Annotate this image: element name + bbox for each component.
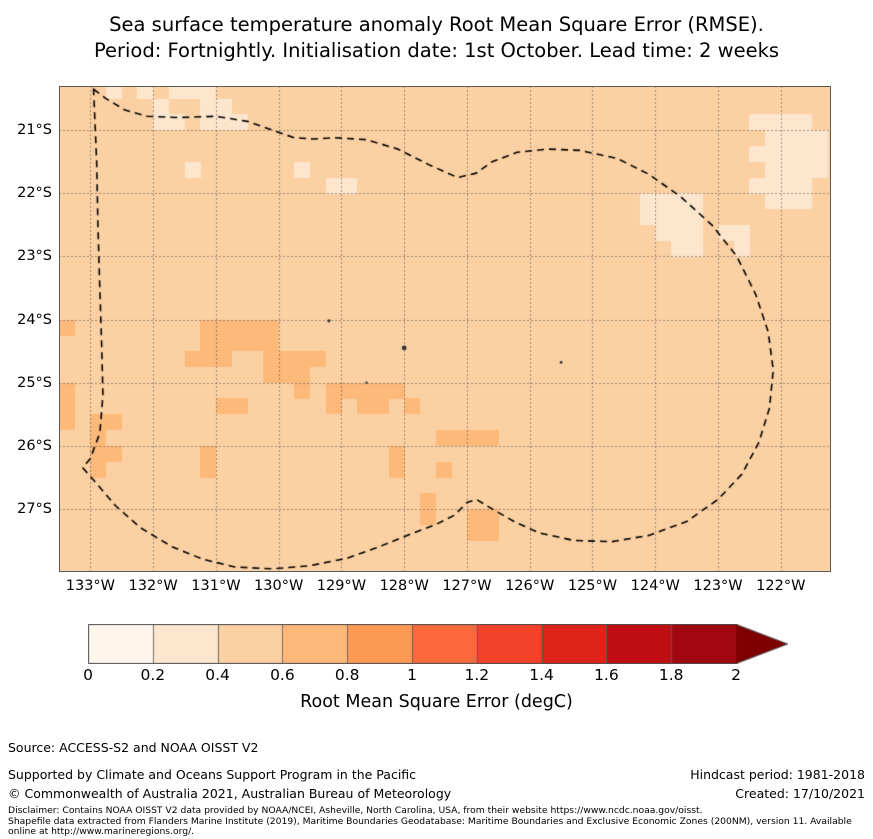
colorbar-tick-label: 0.4 <box>205 666 230 684</box>
latitude-tick-label: 21°S <box>17 122 52 139</box>
footer-hindcast-period: Hindcast period: 1981-2018 <box>690 767 865 782</box>
latitude-tick-label: 25°S <box>17 374 52 391</box>
footer-copyright-text: © Commonwealth of Australia 2021, Austra… <box>8 786 452 801</box>
disclaimer-line-3: online at http://www.marineregions.org/. <box>8 826 195 838</box>
colorbar-gradient <box>88 624 788 664</box>
colorbar: 0 0.2 0.4 0.6 0.8 1 1.2 1.4 1.6 1.8 2 Root Mean Sq… <box>0 620 873 720</box>
page-title: Sea surface temperature anomaly Root Mea… <box>0 12 873 64</box>
colorbar-tick-label: 2 <box>731 666 741 684</box>
latitude-tick-label: 22°S <box>17 185 52 202</box>
colorbar-tick-label: 0.2 <box>140 666 166 684</box>
longitude-tick-label: 128°W <box>379 578 429 594</box>
map-plot-area <box>59 86 831 572</box>
longitude-tick-label: 123°W <box>693 578 743 594</box>
footer-support-block: Supported by Climate and Oceans Support … <box>8 765 451 803</box>
colorbar-tick-label: 1.4 <box>529 666 554 684</box>
colorbar-tick-labels: 0 0.2 0.4 0.6 0.8 1 1.2 1.4 1.6 1.8 2 <box>0 666 873 688</box>
footer-right-block: Hindcast period: 1981-2018 Created: 17/1… <box>690 765 865 803</box>
longitude-tick-label: 131°W <box>191 578 241 594</box>
longitude-tick-label: 126°W <box>505 578 555 594</box>
longitude-tick-label: 122°W <box>756 578 806 594</box>
longitude-tick-label: 124°W <box>630 578 680 594</box>
colorbar-tick-label: 0 <box>83 666 93 684</box>
longitude-tick-label: 129°W <box>316 578 367 594</box>
longitude-tick-label: 132°W <box>128 578 178 594</box>
longitude-tick-label: 130°W <box>254 578 304 594</box>
latitude-tick-label: 23°S <box>17 248 52 265</box>
latitude-tick-label: 27°S <box>17 500 52 517</box>
title-line-2: Period: Fortnightly. Initialisation date… <box>93 39 780 62</box>
footer-support-text: Supported by Climate and Oceans Support … <box>8 767 417 782</box>
footer-created-date: Created: 17/10/2021 <box>735 786 865 801</box>
latitude-tick-label: 24°S <box>17 311 52 328</box>
longitude-tick-label: 133°W <box>65 578 116 594</box>
footer-disclaimer: Disclaimer: Contains NOAA OISST V2 data … <box>8 805 868 838</box>
colorbar-tick-label: 1.6 <box>594 666 619 684</box>
title-line-1: Sea surface temperature anomaly Root Mea… <box>109 13 764 36</box>
colorbar-tick-label: 1 <box>407 666 417 684</box>
footer-source-text: Source: ACCESS-S2 and NOAA OISST V2 <box>8 740 259 755</box>
colorbar-tick-label: 1.2 <box>464 666 490 684</box>
longitude-axis: 133°W 132°W 131°W 130°W 129°W 128°W 127°W 126°W… <box>0 578 873 600</box>
colorbar-tick-label: 0.6 <box>270 666 295 684</box>
latitude-tick-label: 26°S <box>17 437 52 454</box>
colorbar-axis-label: Root Mean Square Error (degC) <box>300 692 573 712</box>
colorbar-tick-label: 1.8 <box>658 666 684 684</box>
longitude-tick-label: 127°W <box>442 578 492 594</box>
footer: Source: ACCESS-S2 and NOAA OISST V2 Supp… <box>0 735 873 839</box>
rmse-heatmap-canvas <box>59 86 831 572</box>
longitude-tick-label: 125°W <box>567 578 618 594</box>
disclaimer-line-1: Disclaimer: Contains NOAA OISST V2 data … <box>8 805 703 816</box>
disclaimer-line-2: Shapefile data extracted from Flanders M… <box>8 815 852 827</box>
colorbar-tick-label: 0.8 <box>334 666 360 684</box>
